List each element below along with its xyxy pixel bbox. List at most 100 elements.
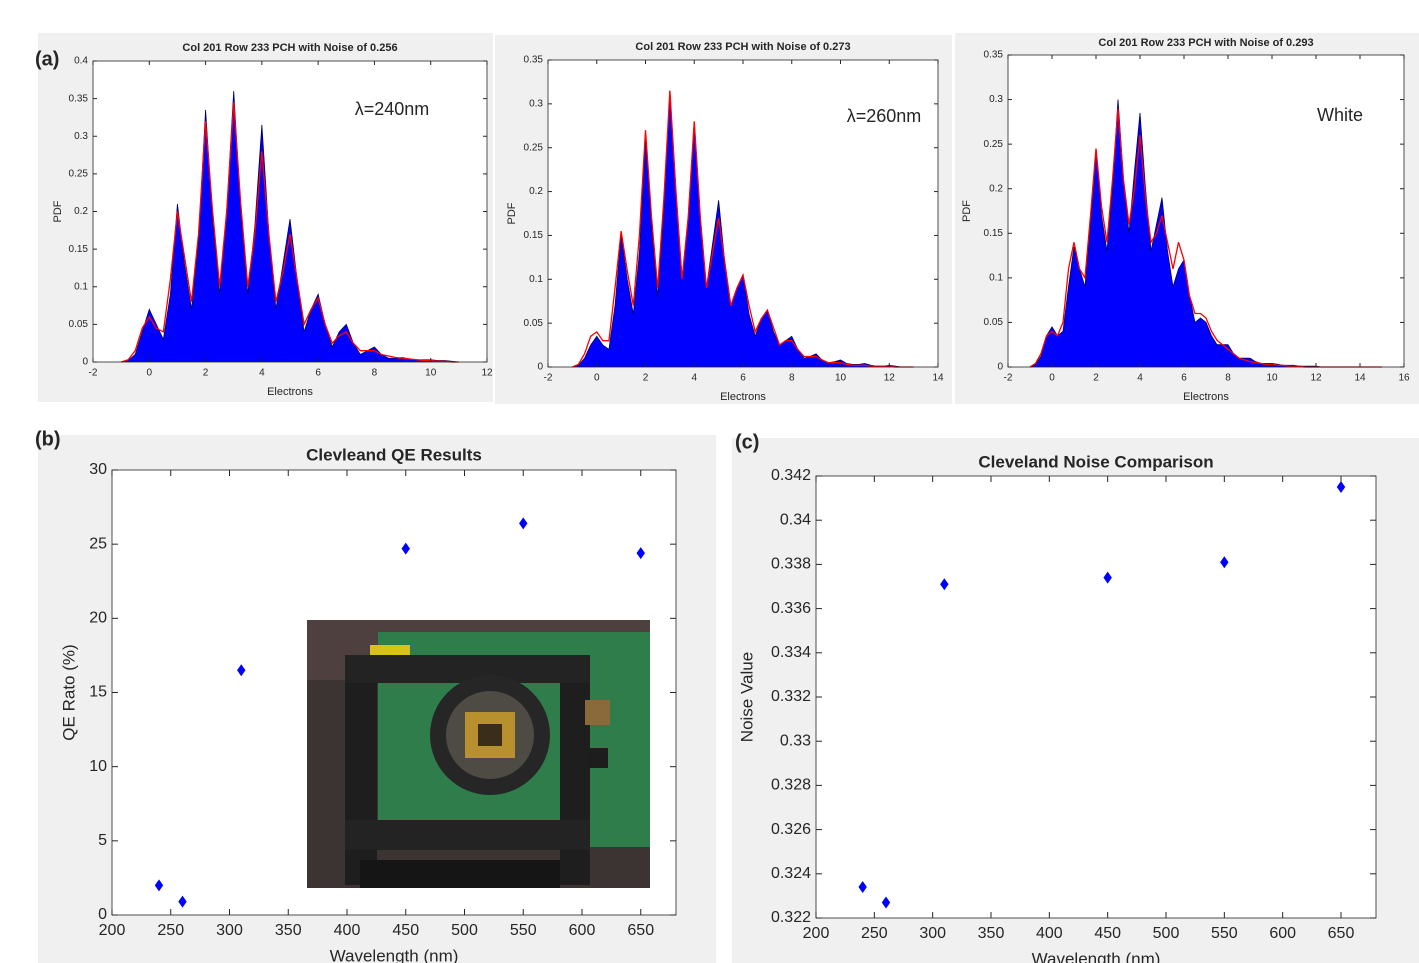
axes-box xyxy=(1007,54,1405,368)
y-tick-label: 0.3 xyxy=(74,131,88,142)
x-tick-label: 2 xyxy=(1093,373,1099,384)
y-tick-label: 15 xyxy=(89,684,107,701)
y-tick-label: 0.326 xyxy=(771,821,811,838)
y-tick-label: 0.1 xyxy=(74,281,88,292)
x-tick-label: 10 xyxy=(835,373,847,384)
y-tick-label: 0.33 xyxy=(780,732,811,749)
y-tick-label: 0.4 xyxy=(74,56,88,67)
x-tick-label: -2 xyxy=(1004,373,1013,384)
x-tick-label: 0 xyxy=(147,368,153,379)
y-axis-label: PDF xyxy=(961,200,973,222)
x-tick-label: 2 xyxy=(203,368,209,379)
y-tick-label: 0.336 xyxy=(771,600,811,617)
x-tick-label: 550 xyxy=(1211,925,1238,942)
y-tick-label: 0.15 xyxy=(69,244,89,255)
y-tick-label: 0.05 xyxy=(524,318,544,329)
x-tick-label: 450 xyxy=(392,922,419,939)
x-tick-label: 350 xyxy=(978,925,1005,942)
y-tick-label: 0.334 xyxy=(771,644,811,661)
scatter-point xyxy=(636,547,645,560)
scatter-point xyxy=(940,578,949,591)
fit-line xyxy=(572,90,914,368)
x-tick-label: -2 xyxy=(544,373,553,384)
x-tick-label: 650 xyxy=(1328,925,1355,942)
x-axis-label: Electrons xyxy=(267,386,313,398)
y-tick-label: 0 xyxy=(82,357,88,368)
x-tick-label: 14 xyxy=(932,373,944,384)
x-tick-label: 12 xyxy=(481,368,493,379)
scatter-point xyxy=(1220,556,1229,569)
scatter-point xyxy=(237,664,246,677)
x-axis-label: Wavelength (nm) xyxy=(330,946,459,963)
x-tick-label: 650 xyxy=(627,922,654,939)
scatter-point xyxy=(154,879,164,892)
x-tick-label: 6 xyxy=(315,368,321,379)
x-tick-label: 0 xyxy=(594,373,600,384)
y-tick-label: 0 xyxy=(98,906,107,923)
x-axis-label: Wavelength (nm) xyxy=(1032,949,1161,963)
x-tick-label: 8 xyxy=(1225,373,1231,384)
x-axis-label: Electrons xyxy=(1183,391,1229,403)
y-tick-label: 0.342 xyxy=(771,467,811,484)
y-tick-label: 30 xyxy=(89,461,107,478)
x-tick-label: 8 xyxy=(789,373,795,384)
x-tick-label: -2 xyxy=(89,368,98,379)
y-tick-label: 0.35 xyxy=(524,55,544,66)
x-tick-label: 350 xyxy=(275,922,302,939)
y-tick-label: 0.35 xyxy=(69,93,89,104)
y-tick-label: 0.34 xyxy=(780,511,811,528)
y-tick-label: 20 xyxy=(89,610,107,627)
y-tick-label: 0.15 xyxy=(984,228,1004,239)
y-tick-label: 0.332 xyxy=(771,688,811,705)
annotation: White xyxy=(1317,105,1363,125)
x-tick-label: 200 xyxy=(99,922,126,939)
histogram-area xyxy=(121,91,459,363)
x-tick-label: 14 xyxy=(1354,373,1366,384)
x-tick-label: 2 xyxy=(643,373,649,384)
x-tick-label: 12 xyxy=(884,373,896,384)
y-tick-label: 0.15 xyxy=(524,230,544,241)
annotation: λ=260nm xyxy=(847,106,922,126)
x-tick-label: 450 xyxy=(1094,925,1121,942)
x-tick-label: 400 xyxy=(334,922,361,939)
x-tick-label: 550 xyxy=(510,922,537,939)
x-tick-label: 250 xyxy=(157,922,184,939)
chart-title: Col 201 Row 233 PCH with Noise of 0.293 xyxy=(1098,37,1313,49)
x-tick-label: 6 xyxy=(1181,373,1187,384)
scatter-point xyxy=(401,542,410,555)
y-tick-label: 5 xyxy=(98,832,107,849)
scatter-point xyxy=(519,517,528,530)
y-tick-label: 0.1 xyxy=(529,274,543,285)
chart-title: Col 201 Row 233 PCH with Noise of 0.256 xyxy=(182,42,397,54)
y-axis-label: PDF xyxy=(506,202,518,224)
fit-line xyxy=(120,102,459,363)
y-tick-label: 10 xyxy=(89,758,107,775)
y-tick-label: 0.35 xyxy=(984,50,1004,61)
panel-label: (c) xyxy=(735,431,759,453)
y-tick-label: 25 xyxy=(89,535,107,552)
y-tick-label: 0.338 xyxy=(771,556,811,573)
x-tick-label: 6 xyxy=(740,373,746,384)
inset-photo xyxy=(307,620,650,888)
y-tick-label: 0.328 xyxy=(771,777,811,794)
x-tick-label: 600 xyxy=(1269,925,1296,942)
chart-title: Col 201 Row 233 PCH with Noise of 0.273 xyxy=(635,41,850,53)
scatter-point xyxy=(858,881,867,894)
y-tick-label: 0.3 xyxy=(989,94,1003,105)
panel-label: (a) xyxy=(35,48,59,70)
y-tick-label: 0.05 xyxy=(69,319,89,330)
x-tick-label: 4 xyxy=(259,368,265,379)
y-tick-label: 0.25 xyxy=(69,169,89,180)
x-tick-label: 10 xyxy=(1266,373,1278,384)
x-tick-label: 300 xyxy=(919,925,946,942)
y-tick-label: 0 xyxy=(537,362,543,373)
y-axis-label: QE Rato (%) xyxy=(59,644,78,740)
plot-area xyxy=(816,476,1376,918)
scatter-point xyxy=(1336,481,1346,494)
x-tick-label: 200 xyxy=(803,925,830,942)
y-axis-label: PDF xyxy=(52,200,64,222)
x-tick-label: 12 xyxy=(1310,373,1322,384)
y-tick-label: 0.3 xyxy=(529,98,543,109)
x-tick-label: 500 xyxy=(451,922,478,939)
